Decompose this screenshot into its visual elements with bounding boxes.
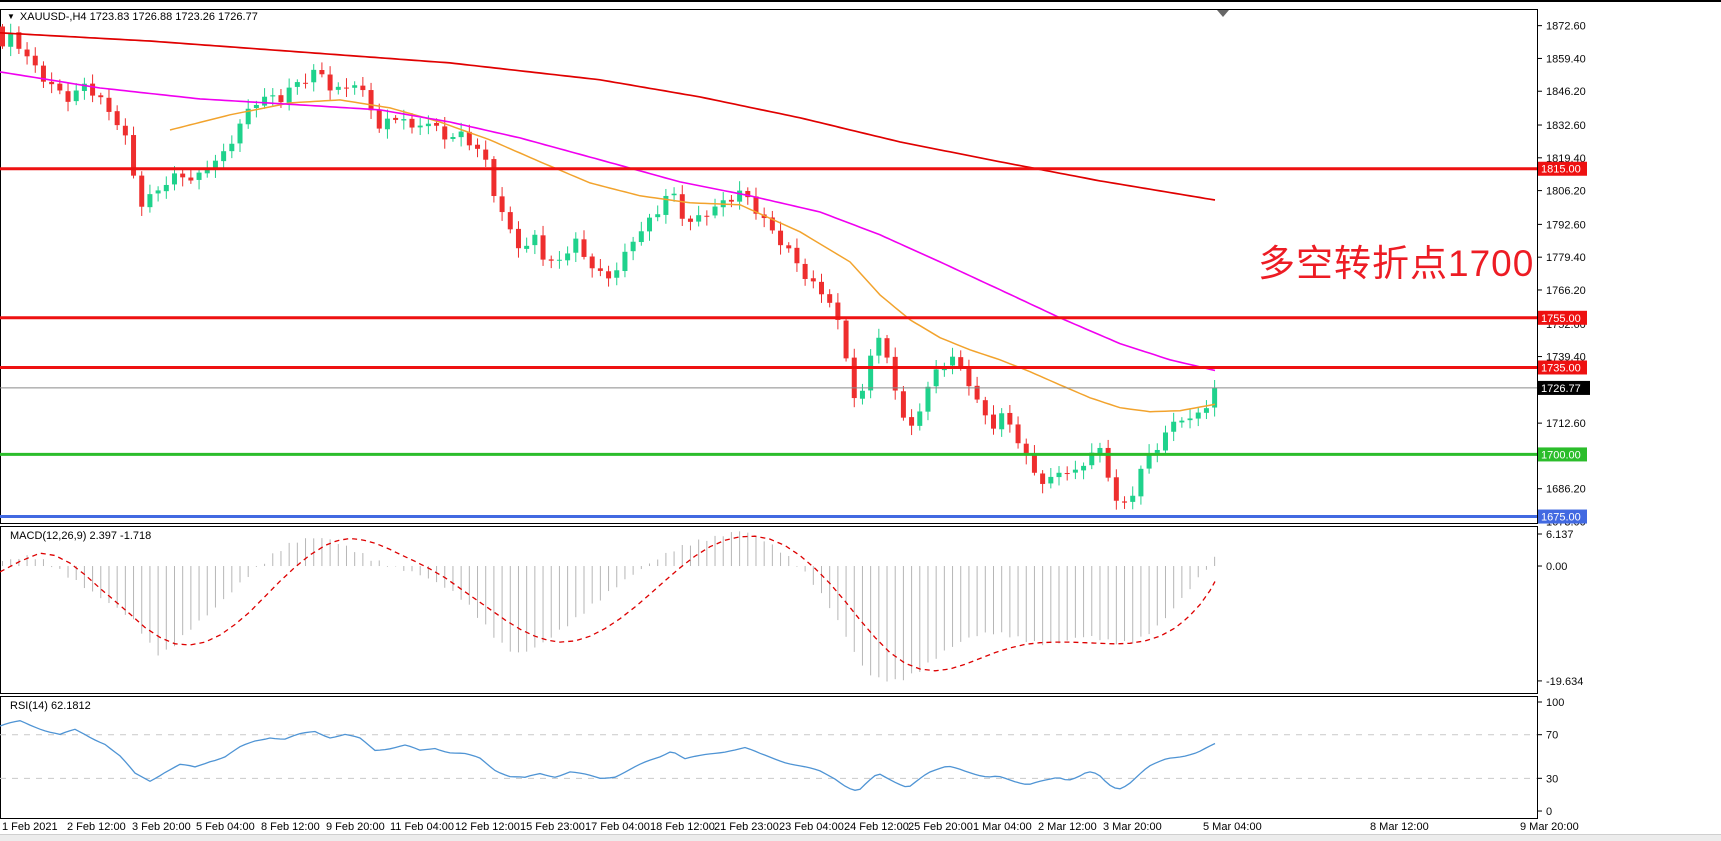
svg-text:0: 0 [1546, 806, 1552, 818]
time-axis-label: 2 Mar 12:00 [1038, 821, 1097, 833]
time-axis-label: 9 Mar 20:00 [1520, 821, 1579, 833]
svg-text:70: 70 [1546, 730, 1558, 742]
svg-text:100: 100 [1546, 697, 1564, 709]
time-axis-label: 23 Feb 04:00 [779, 821, 844, 833]
chart-annotation-text: 多空转折点1700 [1258, 243, 1535, 284]
symbol-dropdown-icon[interactable]: ▼ [7, 12, 15, 21]
time-axis-label: 8 Feb 12:00 [261, 821, 320, 833]
time-axis-label: 17 Feb 04:00 [585, 821, 650, 833]
svg-text:1872.60: 1872.60 [1546, 21, 1586, 33]
time-axis-label: 3 Mar 20:00 [1103, 821, 1162, 833]
rsi-indicator-label: RSI(14) 62.1812 [10, 700, 91, 712]
macd-indicator-label: MACD(12,26,9) 2.397 -1.718 [10, 530, 152, 542]
time-axis-label: 3 Feb 20:00 [132, 821, 191, 833]
ma-magenta-line [0, 71, 1216, 372]
svg-text:0.00: 0.00 [1546, 561, 1567, 573]
svg-text:1766.20: 1766.20 [1546, 285, 1586, 297]
svg-text:1815.00: 1815.00 [1541, 164, 1581, 176]
chart-title: ▼ XAUUSD-,H4 1723.83 1726.88 1723.26 1726… [7, 11, 258, 23]
svg-text:1712.60: 1712.60 [1546, 418, 1586, 430]
svg-text:1779.40: 1779.40 [1546, 252, 1586, 264]
time-axis-label: 1 Mar 04:00 [973, 821, 1032, 833]
time-axis-label: 11 Feb 04:00 [390, 821, 455, 833]
svg-text:1846.20: 1846.20 [1546, 86, 1586, 98]
svg-text:1792.60: 1792.60 [1546, 219, 1586, 231]
candlestick-series [0, 23, 1218, 510]
rsi-axis[interactable]: 100 70 30 0 [1537, 697, 1564, 818]
svg-text:1859.40: 1859.40 [1546, 53, 1586, 65]
macd-signal-line [0, 535, 1216, 672]
time-axis-label: 2 Feb 12:00 [67, 821, 126, 833]
ma-red-line [0, 31, 1216, 201]
chart-title-text: XAUUSD-,H4 1723.83 1726.88 1723.26 1726.… [19, 11, 258, 23]
svg-text:30: 30 [1546, 773, 1558, 785]
svg-text:1832.60: 1832.60 [1546, 120, 1586, 132]
ma-orange-line [169, 99, 1216, 413]
time-axis-label: 1 Feb 2021 [2, 821, 58, 833]
rsi-panel-border [0, 696, 1538, 819]
bottom-strip [0, 834, 1721, 841]
svg-text:1755.00: 1755.00 [1541, 313, 1581, 325]
svg-text:6.137: 6.137 [1546, 529, 1574, 541]
svg-text:1700.00: 1700.00 [1541, 449, 1581, 461]
main-panel-border [0, 9, 1538, 524]
svg-text:1735.00: 1735.00 [1541, 362, 1581, 374]
time-axis-label: 21 Feb 23:00 [714, 821, 779, 833]
time-axis-label: 8 Mar 12:00 [1370, 821, 1429, 833]
macd-panel-border [0, 526, 1538, 694]
time-axis-label: 5 Mar 04:00 [1203, 821, 1262, 833]
rsi-line [0, 720, 1216, 791]
time-axis-label: 18 Feb 12:00 [650, 821, 715, 833]
svg-text:1806.20: 1806.20 [1546, 186, 1586, 198]
time-axis-label: 5 Feb 04:00 [196, 821, 255, 833]
time-axis-label: 24 Feb 12:00 [844, 821, 909, 833]
time-axis-label: 9 Feb 20:00 [326, 821, 385, 833]
time-axis-label: 15 Feb 23:00 [520, 821, 585, 833]
macd-axis[interactable]: 6.137 0.00 -19.634 [1537, 529, 1583, 688]
macd-histogram [2, 531, 1216, 682]
svg-text:1686.20: 1686.20 [1546, 484, 1586, 496]
window-top-border [0, 0, 1721, 2]
time-axis-label: 12 Feb 12:00 [455, 821, 520, 833]
svg-text:1726.77: 1726.77 [1541, 383, 1581, 395]
time-axis-label: 25 Feb 20:00 [908, 821, 973, 833]
chart-shift-marker-icon[interactable] [1217, 10, 1229, 17]
svg-text:1675.00: 1675.00 [1541, 512, 1581, 524]
svg-text:-19.634: -19.634 [1546, 676, 1583, 688]
price-axis[interactable]: 1872.601859.401846.201832.601819.401806.… [1537, 21, 1590, 529]
